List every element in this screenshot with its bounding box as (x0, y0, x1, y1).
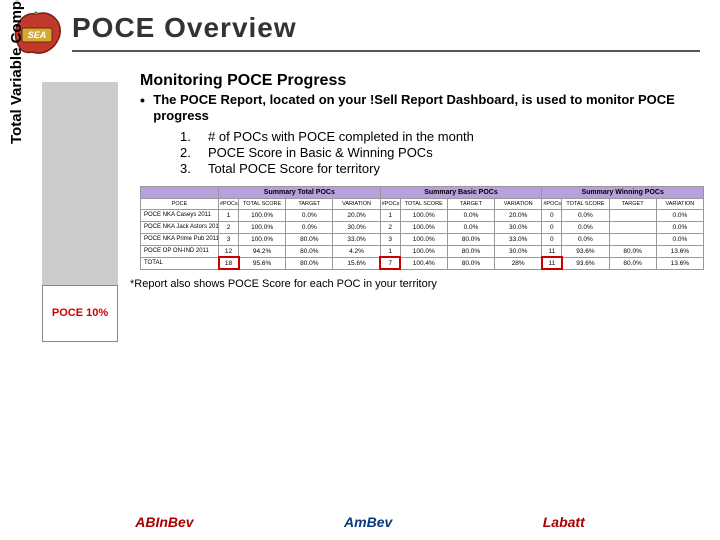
table-row: POCE OP ON-IND 20111294.2%80.0%4.2%1100.… (141, 245, 704, 257)
group-header: Summary Winning POCs (542, 186, 704, 198)
sub-header: VARIATION (656, 198, 703, 209)
table-row: POCE NKA Jack Astors 20112100.0%0.0%30.0… (141, 221, 704, 233)
poce-table: Summary Total POCs Summary Basic POCs Su… (140, 186, 704, 270)
bullet-dot: • (140, 92, 153, 125)
sub-header: #POCs Executing Score in the period (542, 198, 562, 209)
sub-header: TARGET (447, 198, 494, 209)
numbered-list: 1.# of POCs with POCE completed in the m… (180, 129, 704, 176)
header-rule (72, 50, 700, 52)
bar-upper (42, 82, 118, 285)
bullet-item: • The POCE Report, located on your !Sell… (140, 92, 704, 125)
sub-header: TOTAL SCORE (239, 198, 286, 209)
sub-header: TOTAL SCORE (400, 198, 447, 209)
sub-header: VARIATION (333, 198, 380, 209)
table-row: POCE NKA Caseys 20111100.0%0.0%20.0%1100… (141, 209, 704, 221)
brand-logo: AmBev (344, 514, 392, 530)
poce-label: POCE 10% (52, 307, 108, 319)
bar-lower: POCE 10% (42, 285, 118, 342)
footer-brands: ABInBev AmBev Labatt (0, 514, 720, 530)
section-title: Monitoring POCE Progress (140, 72, 704, 90)
brand-logo: Labatt (543, 514, 585, 530)
svg-text:SEA: SEA (28, 30, 47, 40)
sub-header: TOTAL SCORE (562, 198, 609, 209)
page-title: POCE Overview (72, 12, 700, 44)
group-header: Summary Basic POCs (380, 186, 542, 198)
table-corner (141, 186, 219, 198)
table-total-row: TOTAL1895.6%80.0%15.6%7100.4%80.0%28%119… (141, 257, 704, 269)
list-item: 3.Total POCE Score for territory (180, 161, 704, 176)
yaxis-label: Total Variable Compensation (8, 0, 25, 144)
list-item: 2.POCE Score in Basic & Winning POCs (180, 145, 704, 160)
sub-header: TARGET (609, 198, 656, 209)
group-header: Summary Total POCs (219, 186, 381, 198)
bullet-text: The POCE Report, located on your !Sell R… (153, 92, 704, 125)
table-row: POCE NKA Prime Pub 20113100.0%80.0%33.0%… (141, 233, 704, 245)
row-header: POCE (141, 198, 219, 209)
sub-header: #POCs Executing Score in the period (219, 198, 239, 209)
list-item: 1.# of POCs with POCE completed in the m… (180, 129, 704, 144)
sub-header: #POCs Executing Score in the period (380, 198, 400, 209)
compensation-bar: POCE 10% (42, 82, 118, 342)
sub-header: TARGET (286, 198, 333, 209)
footnote: *Report also shows POCE Score for each P… (130, 278, 720, 290)
brand-logo: ABInBev (135, 514, 193, 530)
sub-header: VARIATION (495, 198, 542, 209)
